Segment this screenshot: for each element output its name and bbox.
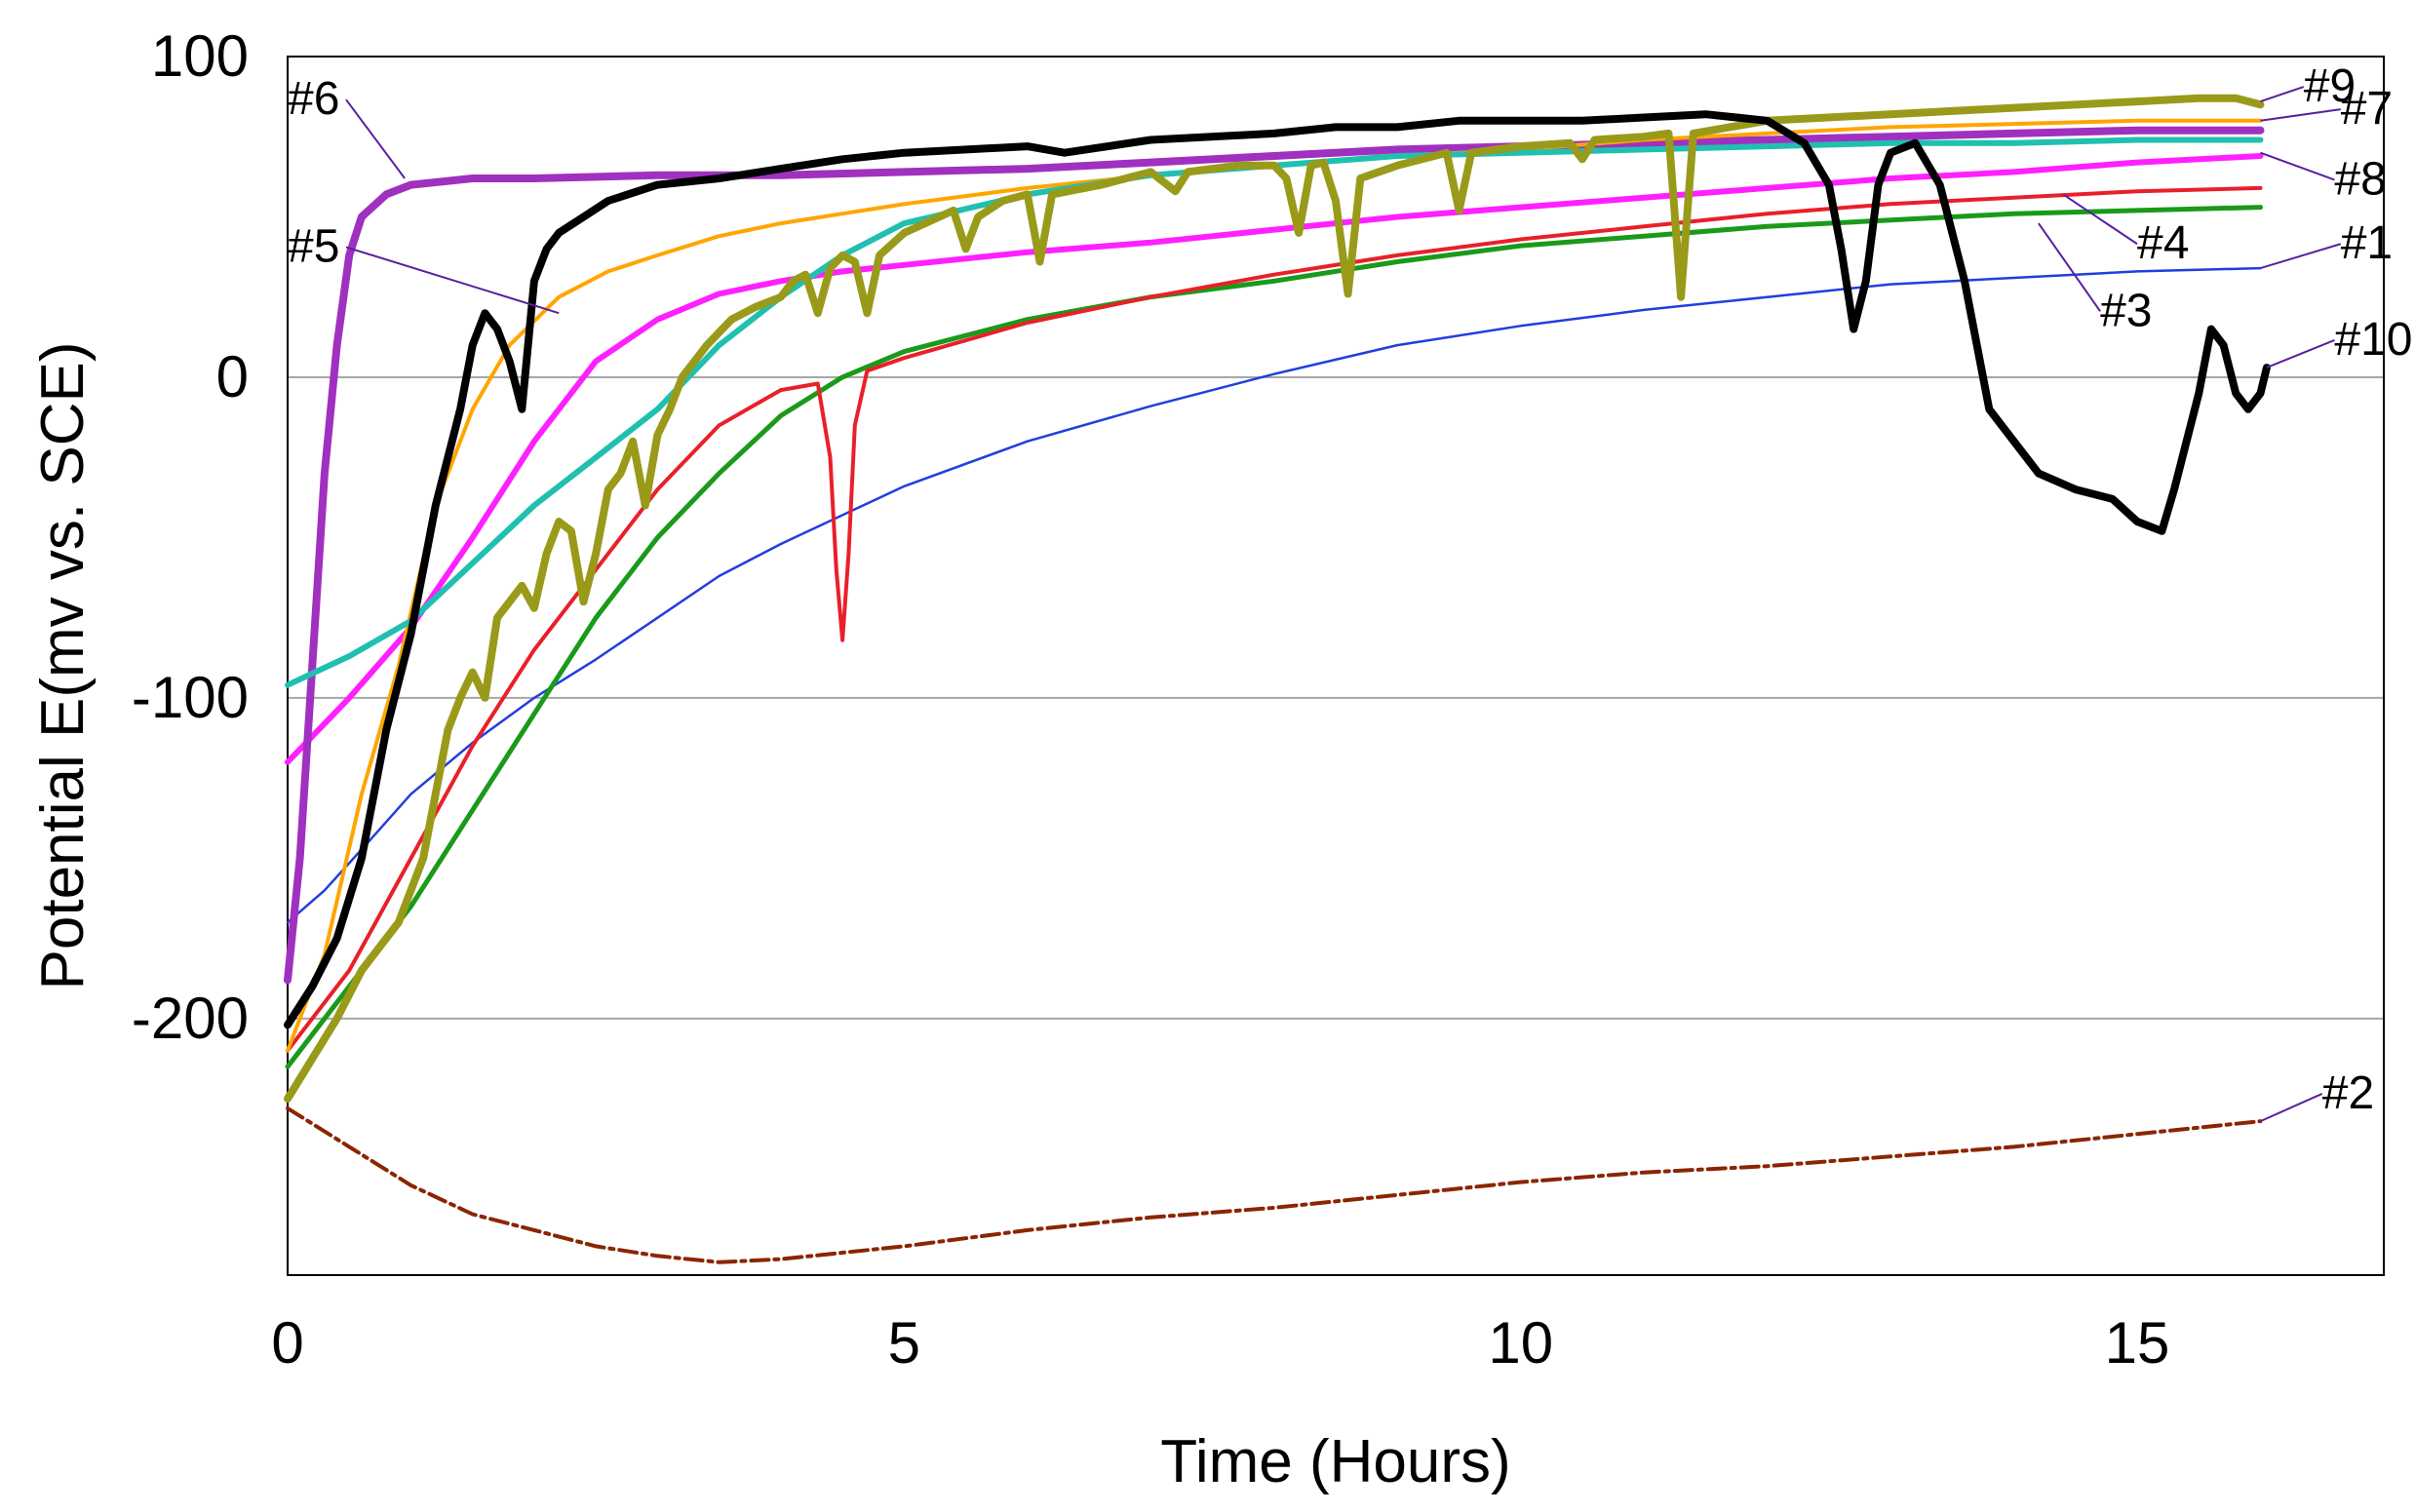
series-label: #7 [2341,83,2393,135]
series-line-n6 [284,126,2265,985]
series-line-n9 [284,94,2265,1104]
y-tick-label: -200 [132,986,249,1051]
series-labels: #1 #2 #3 #4 #5 #6 #7 #8 #9 #10 [288,60,2413,1119]
series-label: #2 [2322,1067,2374,1119]
series-label: #8 [2334,153,2386,205]
series-line-n3 [285,205,2263,1069]
series-layer [284,94,2271,1264]
label-leader [2260,243,2342,270]
series-label: #10 [2334,314,2412,366]
series-line-n1 [286,266,2262,924]
label-leader [345,246,560,315]
x-tick-label: 15 [2105,1310,2170,1376]
series-label: #4 [2137,217,2189,269]
series-label: #3 [2100,285,2152,336]
y-axis-ticks: 100 0 -100 -200 [132,23,249,1051]
series-line-n10 [284,110,2271,1029]
label-leader [345,98,406,179]
label-leader [2260,151,2335,181]
label-leader [2062,193,2138,246]
y-tick-label: -100 [132,665,249,730]
series-label: #6 [288,73,339,125]
series-label: #1 [2341,217,2393,269]
plot-area-frame [287,56,2385,1276]
label-leader [2260,1093,2323,1123]
y-tick-label: 100 [151,23,249,89]
series-line-n4 [286,185,2263,1053]
x-axis-title: Time (Hours) [1160,1428,1510,1495]
y-tick-label: 0 [216,344,249,409]
series-line-n2 [286,1105,2263,1264]
label-leader [2266,338,2335,369]
x-tick-label: 0 [271,1310,303,1376]
label-leader [2260,86,2305,102]
x-axis-ticks: 0 5 10 15 [271,1310,2169,1376]
x-tick-label: 10 [1488,1310,1553,1376]
series-label: #9 [2304,60,2356,112]
series-line-n8 [285,136,2264,688]
x-tick-label: 5 [888,1310,920,1376]
label-leader [2260,108,2341,122]
series-label: #5 [288,221,339,273]
label-leader [2038,222,2101,312]
series-line-n5 [285,153,2264,765]
y-axis-title: Potential E(mv vs. SCE) [29,342,97,990]
label-leaders [345,86,2342,1123]
